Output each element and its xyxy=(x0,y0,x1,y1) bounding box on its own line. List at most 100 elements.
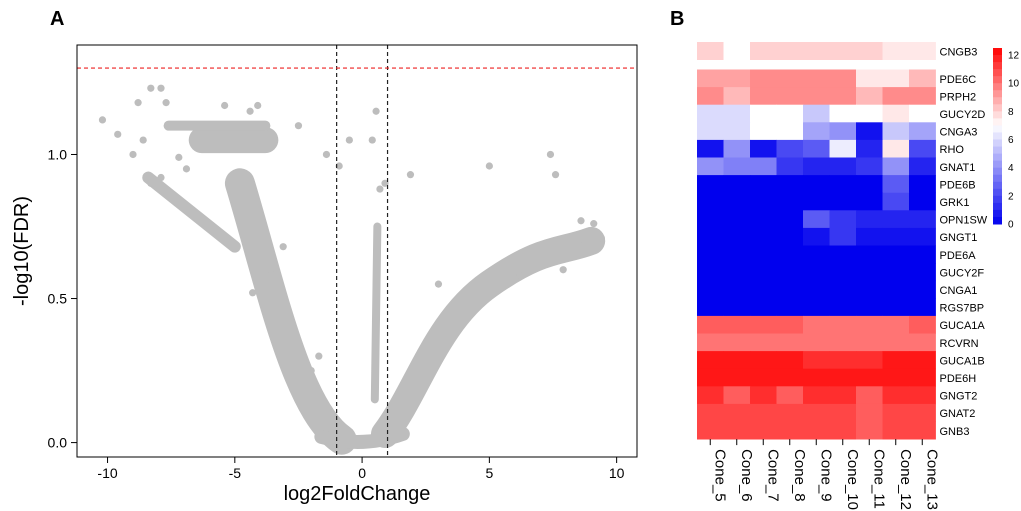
heatmap-cell xyxy=(803,386,830,405)
heatmap-cell xyxy=(697,42,724,60)
heatmap-cell xyxy=(723,122,751,141)
heatmap-cell xyxy=(697,175,724,194)
heatmap-cell xyxy=(803,315,830,334)
heatmap-cell xyxy=(750,351,777,370)
heatmap-cell xyxy=(856,263,883,282)
heatmap-cell xyxy=(803,421,830,440)
heatmap-cell xyxy=(697,210,724,229)
y-tick-label: 0.0 xyxy=(48,435,68,451)
row-label: CNGA3 xyxy=(940,127,978,139)
data-point xyxy=(157,84,165,92)
heatmap-cell xyxy=(856,69,883,88)
row-label: PDE6H xyxy=(940,373,977,385)
heatmap-cell xyxy=(882,87,910,106)
data-point xyxy=(546,150,555,159)
data-point xyxy=(294,122,303,130)
heatmap-cell xyxy=(829,210,857,229)
heatmap-cell xyxy=(829,280,857,299)
heatmap-cell xyxy=(829,87,857,106)
heatmap-cell xyxy=(803,139,830,158)
heatmap-cell xyxy=(909,69,936,88)
heatmap-cell xyxy=(776,280,804,299)
threshold-lines xyxy=(77,45,637,457)
x-tick-label: -5 xyxy=(229,465,242,481)
heatmap-cell xyxy=(776,157,804,176)
heatmap-cell xyxy=(750,139,777,158)
heatmap-cell xyxy=(856,157,883,176)
heatmap-cell xyxy=(829,368,857,387)
heatmap-cell xyxy=(697,245,724,264)
column-labels: Cone_5 Cone_6 Cone_7 Cone_8 Cone_9 Cone_10 Con… xyxy=(709,439,940,510)
heatmap-cell xyxy=(723,280,751,299)
heatmap-cell xyxy=(776,104,804,123)
heatmap-cell xyxy=(909,333,936,352)
legend-tick-label: 0 xyxy=(1008,220,1014,231)
heatmap-cell xyxy=(776,403,804,422)
heatmap-cell xyxy=(829,421,857,440)
column-label: Cone_12 xyxy=(897,449,914,510)
heatmap-cell xyxy=(776,351,804,370)
y-axis-title: -log10(FDR) xyxy=(11,196,33,306)
heatmap-cell xyxy=(776,87,804,106)
heatmap-cell xyxy=(750,315,777,334)
data-point xyxy=(147,179,155,187)
heatmap-cell xyxy=(803,42,830,60)
heatmap-cell xyxy=(750,403,777,422)
heatmap-cell xyxy=(723,298,751,317)
heatmap-cell xyxy=(882,280,910,299)
heatmap-cell xyxy=(723,87,751,106)
heatmap-cell xyxy=(882,122,910,141)
legend-tick-label: 8 xyxy=(1008,107,1014,118)
heatmap-cell xyxy=(697,315,724,334)
heatmap-cell xyxy=(697,87,724,106)
data-point xyxy=(368,136,376,144)
row-label: OPN1SW xyxy=(940,215,988,227)
data-point xyxy=(246,107,254,115)
row-label: GNB3 xyxy=(940,426,970,438)
data-point xyxy=(279,243,287,251)
heatmap-cell xyxy=(882,227,910,246)
panel-b-label: B xyxy=(670,8,684,30)
heatmap-cell xyxy=(882,315,910,334)
legend-swatch xyxy=(993,111,1002,119)
heatmap-cell xyxy=(856,351,883,370)
data-point xyxy=(485,162,493,170)
heatmap-cell xyxy=(909,386,936,405)
heatmap-cell xyxy=(856,403,883,422)
heatmap-cell xyxy=(803,104,830,123)
heatmap-cell xyxy=(750,245,777,264)
heatmap-cell xyxy=(803,263,830,282)
heatmap-cell xyxy=(856,175,883,194)
heatmap-cell xyxy=(697,421,724,440)
heatmap-cell xyxy=(803,87,830,106)
heatmap-cell xyxy=(723,421,751,440)
heatmap-cell xyxy=(829,298,857,317)
legend-swatch xyxy=(993,83,1002,91)
heatmap-cell xyxy=(856,227,883,246)
legend-swatch xyxy=(993,181,1002,190)
plot-frame xyxy=(76,44,638,458)
cloud-left-arm xyxy=(224,168,357,455)
heatmap-cell xyxy=(856,245,883,264)
y-tick-label: 1.0 xyxy=(48,146,68,162)
heatmap-cell xyxy=(829,227,857,246)
legend-swatch xyxy=(993,125,1002,133)
heatmap-cell xyxy=(829,403,857,422)
panel-a-label: A xyxy=(50,8,64,30)
heatmap-cell xyxy=(776,192,804,211)
heatmap-cell xyxy=(882,333,910,352)
column-label: Cone_6 xyxy=(738,449,755,502)
heatmap-cell xyxy=(723,139,751,158)
x-axis-title: log2FoldChange xyxy=(284,483,431,505)
heatmap-cell xyxy=(829,122,857,141)
heatmap-cell xyxy=(803,403,830,422)
heatmap-cell xyxy=(750,280,777,299)
heatmap-cell xyxy=(829,175,857,194)
row-label: PDE6A xyxy=(940,250,977,262)
legend-tick-label: 6 xyxy=(1008,135,1014,146)
heatmap-cell xyxy=(909,175,936,194)
heatmap-cell xyxy=(697,298,724,317)
legend-tick-label: 10 xyxy=(1008,79,1020,90)
heatmap-cell xyxy=(909,192,936,211)
